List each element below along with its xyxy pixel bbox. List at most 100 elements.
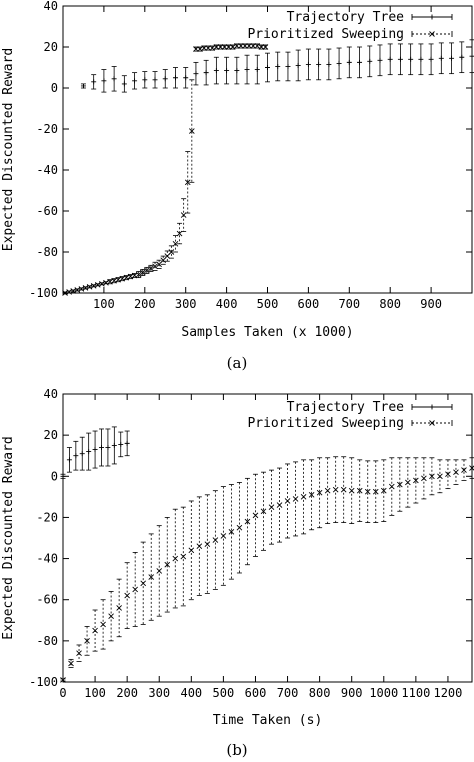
data-point [196,543,203,550]
data-point [213,68,219,74]
data-point [357,59,363,65]
data-point [180,553,187,560]
data-point [236,524,243,531]
data-point [316,489,323,496]
data-point [405,479,411,486]
y-tick-label: -100 [29,675,58,689]
data-point [413,477,419,484]
data-point [209,45,216,51]
x-axis-label: Samples Taken (x 1000) [181,325,353,340]
data-point [421,475,427,482]
data-point [68,660,74,667]
data-point [156,568,163,574]
data-point [103,279,109,286]
data-point [364,488,371,495]
data-point [111,76,117,82]
x-tick-label: 1100 [401,686,430,700]
data-point [285,63,291,69]
data-point [387,56,393,62]
legend-label: Trajectory Tree [287,10,405,25]
data-point [449,55,455,61]
y-tick-label: 40 [44,0,58,13]
x-tick-label: 700 [338,297,360,311]
data-point [438,55,444,61]
data-point [453,469,459,475]
data-point [275,63,281,69]
data-point [367,58,373,64]
data-point [260,508,267,515]
data-point [228,529,235,535]
data-point [140,580,147,587]
legend-label: Trajectory Tree [287,400,405,415]
data-point [326,61,332,67]
series-trajectory-tree [80,39,474,93]
data-point [397,481,403,488]
data-point [111,442,117,448]
data-point [229,44,236,50]
series-prioritized-sweeping [60,456,474,683]
x-tick-label: 800 [379,297,401,311]
y-tick-label: -80 [36,634,58,648]
data-point [292,496,299,502]
data-point [76,650,82,657]
data-point [418,56,424,62]
y-tick-label: 20 [44,428,58,442]
data-point [132,586,138,593]
data-point [332,486,339,493]
data-point [268,504,275,510]
data-point [193,71,199,77]
data-point [377,57,383,63]
data-point [84,638,90,644]
data-point [111,277,117,284]
data-point [98,444,104,450]
legend-marker [429,420,435,426]
data-point [119,275,126,282]
x-tick-label: 400 [180,686,202,700]
x-tick-label: 700 [277,686,299,700]
data-point [265,65,270,70]
data-point [91,79,97,85]
figure-caption: (b) [226,741,247,759]
data-point [252,512,259,519]
data-point [254,67,260,73]
data-point [380,487,387,494]
data-point [172,555,179,562]
data-point [340,486,347,493]
data-point [212,537,219,543]
data-point [124,440,130,446]
x-tick-label: 500 [257,297,279,311]
legend-label: Prioritized Sweeping [247,416,404,431]
x-tick-label: 900 [420,297,442,311]
data-point [73,453,79,459]
x-tick-label: 1000 [369,686,398,700]
data-point [336,60,342,66]
y-tick-label: -40 [36,163,58,177]
data-point [172,75,178,81]
data-point [86,449,92,455]
y-tick-label: 20 [44,40,58,54]
data-point [92,447,98,453]
data-point [101,78,107,84]
data-point [184,179,191,186]
data-point [461,467,467,473]
data-point [148,574,155,580]
data-point [445,471,451,478]
data-point [254,43,261,49]
figure-caption: (a) [227,354,248,372]
data-point [408,56,414,62]
data-point [224,68,230,74]
data-point [397,56,403,62]
data-point [118,441,124,447]
data-point [79,451,85,457]
data-point [60,677,66,683]
data-point [197,46,203,52]
y-tick-label: -80 [36,245,58,259]
data-point [142,77,148,83]
y-tick-label: 0 [51,469,58,483]
data-point [139,269,146,276]
data-point [80,83,86,89]
data-point [100,621,106,628]
legend-label: Prioritized Sweeping [247,27,404,42]
data-point [107,278,113,285]
